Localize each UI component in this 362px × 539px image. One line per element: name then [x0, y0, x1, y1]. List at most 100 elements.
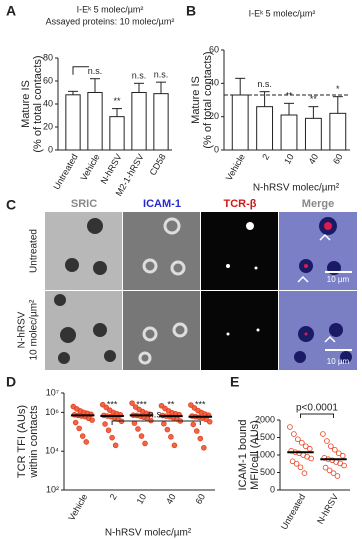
data-point [330, 470, 337, 477]
data-point [76, 425, 82, 432]
x-tick-label: Vehicle [224, 152, 247, 182]
data-point [301, 470, 308, 477]
significance-label: n.s. [257, 79, 272, 89]
bar [131, 92, 147, 151]
data-point [142, 440, 148, 447]
column-header: SRIC [71, 198, 97, 210]
y-tick-label: 10⁴ [45, 446, 59, 456]
significance-label: n.s. [88, 66, 103, 76]
data-point [334, 473, 341, 479]
bar [280, 114, 298, 151]
data-point [297, 464, 304, 471]
data-point [326, 467, 333, 474]
x-axis-label: N-hRSV molec/µm² [105, 528, 192, 539]
y-tick-label: 10⁶ [45, 407, 59, 417]
y-tick-label: 20 [209, 111, 219, 121]
data-point [341, 462, 347, 469]
panel-letter: D [6, 374, 16, 390]
data-point [190, 421, 197, 428]
data-point [112, 442, 119, 449]
x-tick-label: 2 [260, 152, 271, 161]
data-point [332, 446, 338, 453]
y-tick-label: 20 [43, 121, 53, 131]
y-tick-label: 0 [48, 144, 53, 154]
data-point [289, 458, 296, 465]
significance-label: ** [285, 91, 293, 101]
x-tick-label: 60 [193, 492, 207, 506]
scale-bar-label: 10 µm [327, 357, 350, 366]
data-point [320, 431, 326, 437]
panel-letter: E [230, 374, 239, 390]
data-point [339, 452, 346, 459]
y-tick-label: 500 [260, 467, 275, 477]
significance-label: *** [195, 399, 206, 409]
y-tick-label: 10⁷ [46, 387, 59, 397]
row-label: 10 molec/µm² [29, 299, 40, 360]
data-point [193, 428, 200, 434]
comparison-bracket [111, 420, 201, 425]
data-point [206, 418, 213, 425]
x-tick-label: Vehicle [79, 152, 102, 182]
data-point [295, 436, 301, 443]
y-tick-label: 10² [46, 484, 59, 494]
row-label: N-hRSV [17, 311, 28, 348]
data-point [105, 427, 112, 434]
y-tick-label: 60 [209, 44, 219, 54]
comparison-bracket [72, 66, 89, 75]
data-point [335, 450, 342, 457]
column-header: ICAM-1 [143, 198, 181, 210]
significance-label: * [336, 84, 340, 94]
y-tick-label: 1500 [255, 432, 275, 442]
significance-label: n.s. [132, 71, 147, 81]
column-header: Merge [302, 198, 334, 210]
y-axis-label: (% of total contacts) [202, 51, 214, 148]
row-label: Untreated [29, 229, 40, 273]
y-tick-label: 40 [43, 98, 53, 108]
y-axis-label: within contacts [28, 405, 40, 479]
significance-label: n.s. [154, 70, 169, 80]
data-point [99, 401, 106, 408]
scale-bar-label: 10 µm [327, 275, 350, 284]
x-axis-label: N-hRSV molec/µm² [253, 183, 340, 194]
data-point [161, 420, 167, 427]
y-axis-label: (% of total contacts) [32, 55, 44, 152]
data-point [197, 435, 204, 442]
significance-label: ** [310, 94, 318, 104]
y-axis-label: Mature IS [190, 76, 202, 124]
significance-label: *** [136, 399, 147, 409]
data-point [72, 419, 79, 426]
x-tick-label: 60 [331, 152, 345, 166]
panel-letter: B [186, 3, 196, 19]
bar [256, 106, 274, 151]
bracket-label: n.s. [148, 410, 164, 421]
data-point [299, 439, 305, 446]
data-point [308, 455, 314, 462]
panel-letter: A [6, 3, 16, 19]
chart-subtitle: Assayed proteins: 10 molec/µm² [46, 16, 175, 26]
significance-label: ** [113, 96, 121, 106]
y-tick-label: 60 [43, 75, 53, 85]
micrograph-grid [45, 212, 357, 370]
data-point [109, 434, 115, 441]
x-tick-label: CD58 [148, 152, 168, 177]
data-point [168, 434, 174, 440]
x-tick-label: 10 [282, 152, 296, 166]
y-tick-label: 80 [43, 52, 53, 62]
bar [329, 112, 347, 151]
data-point [201, 444, 207, 451]
x-tick-label: 10 [135, 492, 149, 506]
data-point [89, 417, 95, 423]
chart-title: I-Eᵏ 5 molec/µm² [77, 4, 144, 14]
y-tick-label: 1000 [255, 449, 275, 459]
y-tick-label: 0 [270, 484, 275, 494]
data-point [171, 442, 178, 449]
y-axis-label: ICAM-1 bound [237, 420, 249, 491]
y-tick-label: 2000 [255, 414, 275, 424]
bar [304, 117, 322, 151]
significance-label: *** [107, 399, 118, 409]
x-tick-label: 2 [108, 492, 119, 501]
data-point [135, 426, 141, 432]
x-tick-label: 40 [164, 492, 178, 506]
data-point [164, 426, 171, 433]
